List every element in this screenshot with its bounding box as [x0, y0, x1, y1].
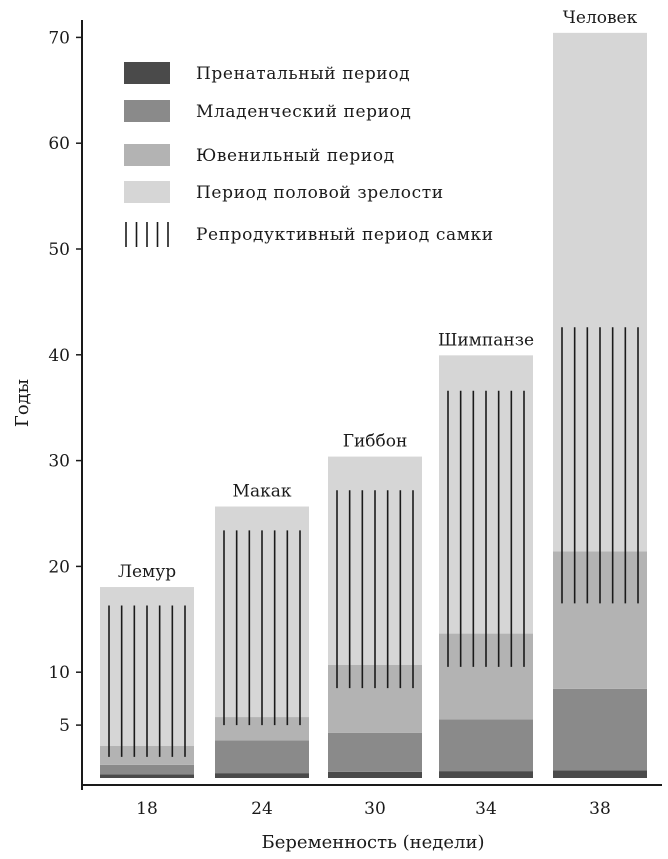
bar-segment-2-5	[553, 688, 647, 771]
bar-segment-2-1	[100, 764, 194, 775]
legend-swatch-2	[124, 100, 170, 122]
y-tick-label-1: 5	[59, 716, 70, 736]
bar-segment-2-3	[328, 732, 422, 772]
species-labels-group: Лемур Макак Гиббон Шимпанзе Человек	[118, 8, 638, 582]
bar-segment-2-2	[215, 740, 309, 774]
y-tick-label-8: 70	[48, 28, 70, 48]
legend-label-2: Младенческий период	[196, 102, 411, 122]
species-label-2: Макак	[233, 482, 292, 502]
bar-segment-2-4	[439, 719, 533, 772]
bar-segment-1-5	[553, 770, 647, 778]
y-tick-label-4: 30	[48, 452, 70, 472]
legend-swatch-1	[124, 62, 170, 84]
y-tick-label-2: 10	[48, 663, 70, 683]
species-label-4: Шимпанзе	[438, 330, 534, 350]
y-ticks-group: 5 10 20 30 40 50 60 70	[48, 28, 82, 736]
x-tick-label-3: 30	[364, 799, 386, 819]
x-ticks-group: 18 24 30 34 38	[136, 799, 611, 819]
legend-label-4: Период половой зрелости	[196, 183, 444, 203]
bar-segment-3-2	[215, 717, 309, 741]
legend: Пренатальный период Младенческий период Юв…	[124, 62, 494, 247]
bar-segment-1-3	[328, 771, 422, 778]
y-tick-label-6: 50	[48, 240, 70, 260]
species-label-5: Человек	[563, 8, 638, 28]
x-axis-title: Беременность (недели)	[262, 832, 485, 853]
legend-label-1: Пренатальный период	[196, 64, 410, 84]
x-tick-label-1: 18	[136, 799, 158, 819]
reproductive-lines-group	[108, 327, 639, 757]
y-tick-label-5: 40	[48, 346, 70, 366]
x-tick-label-5: 38	[589, 799, 611, 819]
bar-segment-1-2	[215, 773, 309, 778]
species-label-3: Гиббон	[343, 432, 408, 452]
legend-label-3: Ювенильный период	[196, 146, 395, 166]
bar-segment-1-1	[100, 774, 194, 778]
legend-swatch-3	[124, 144, 170, 166]
x-tick-label-2: 24	[251, 799, 273, 819]
y-tick-label-7: 60	[48, 134, 70, 154]
y-tick-label-3: 20	[48, 557, 70, 577]
bars-group	[100, 32, 647, 778]
x-tick-label-4: 34	[475, 799, 497, 819]
legend-label-5: Репродуктивный период самки	[196, 225, 494, 245]
y-axis-title: Годы	[12, 379, 33, 427]
legend-swatch-4	[124, 181, 170, 203]
bar-segment-1-4	[439, 771, 533, 778]
species-label-1: Лемур	[118, 562, 176, 582]
